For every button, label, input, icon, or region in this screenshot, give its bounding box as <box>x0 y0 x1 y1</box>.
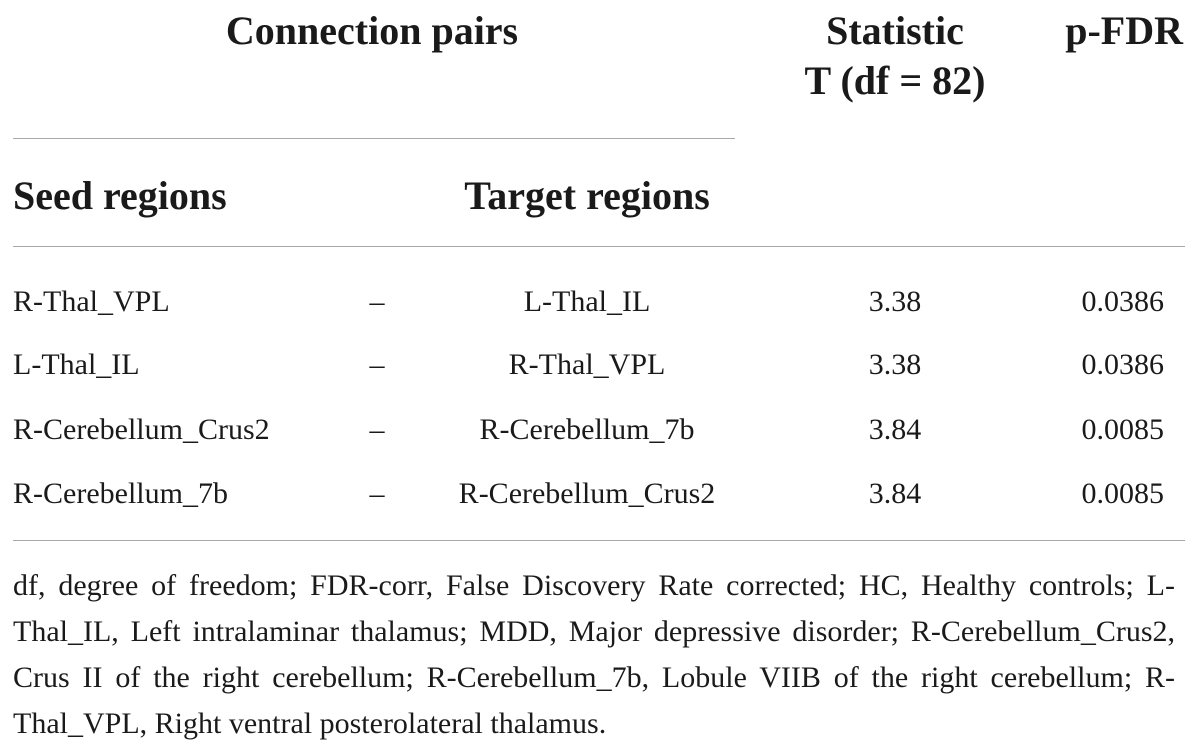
row2-dash: – <box>369 348 385 381</box>
table-bottom-rule <box>13 540 1185 541</box>
row4-dash: – <box>369 477 385 510</box>
row2-seed: L-Thal_IL <box>13 348 140 381</box>
header-connection-pairs: Connection pairs <box>225 8 519 53</box>
row4-seed: R-Cerebellum_7b <box>13 477 228 510</box>
row3-p: 0.0085 <box>1081 413 1165 446</box>
row1-seed: R-Thal_VPL <box>13 285 170 318</box>
row3-seed: R-Cerebellum_Crus2 <box>13 413 270 446</box>
header-bottom-rule <box>13 246 1185 247</box>
row2-p: 0.0386 <box>1081 348 1165 381</box>
row4-target: R-Cerebellum_Crus2 <box>458 477 716 510</box>
connection-pairs-rule <box>13 138 735 139</box>
row4-t: 3.84 <box>868 477 922 510</box>
row1-dash: – <box>369 285 385 318</box>
row3-t: 3.84 <box>868 413 922 446</box>
row4-p: 0.0085 <box>1081 477 1165 510</box>
row1-target: L-Thal_IL <box>523 285 651 318</box>
header-seed-regions: Seed regions <box>13 173 227 218</box>
row2-t: 3.38 <box>868 348 922 381</box>
header-statistic-line1: Statistic <box>826 8 964 53</box>
row3-target: R-Cerebellum_7b <box>479 413 695 446</box>
header-statistic-line2: T (df = 82) <box>804 58 986 103</box>
table-footnote: df, degree of freedom; FDR-corr, False D… <box>13 569 1175 740</box>
row2-target: R-Thal_VPL <box>508 348 666 381</box>
row1-t: 3.38 <box>868 285 922 318</box>
header-target-regions: Target regions <box>464 173 710 218</box>
header-p-fdr: p-FDR <box>1065 8 1183 53</box>
row1-p: 0.0386 <box>1081 285 1165 318</box>
row3-dash: – <box>369 413 385 446</box>
